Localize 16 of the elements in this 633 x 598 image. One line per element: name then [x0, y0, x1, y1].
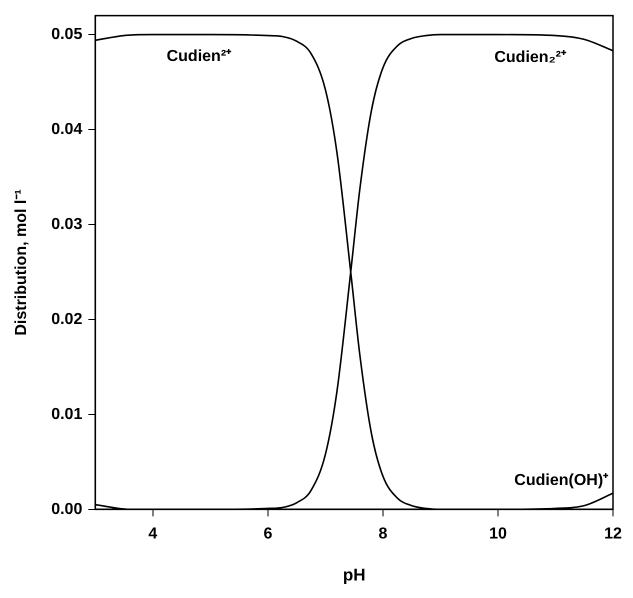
x-tick-label: 10 — [489, 525, 507, 542]
y-tick-label: 0.03 — [51, 216, 82, 233]
y-tick-label: 0.01 — [51, 406, 82, 423]
y-tick-label: 0.04 — [51, 120, 82, 138]
x-tick-label: 6 — [263, 525, 272, 542]
series-label: Cudien(OH)⁺ — [514, 472, 610, 489]
y-axis-title: Distribution, mol l⁻¹ — [13, 189, 30, 336]
x-tick-label: 8 — [378, 525, 388, 542]
x-tick-label: 12 — [604, 525, 622, 542]
y-tick-label: 0.00 — [51, 500, 82, 518]
y-tick-label: 0.02 — [51, 310, 82, 328]
y-tick-label: 0.05 — [51, 26, 82, 43]
series-label: Cudien₂²⁺ — [494, 48, 568, 66]
series-label: Cudien²⁺ — [166, 48, 232, 65]
x-axis-title: pH — [342, 565, 366, 584]
x-tick-label: 4 — [148, 525, 158, 542]
